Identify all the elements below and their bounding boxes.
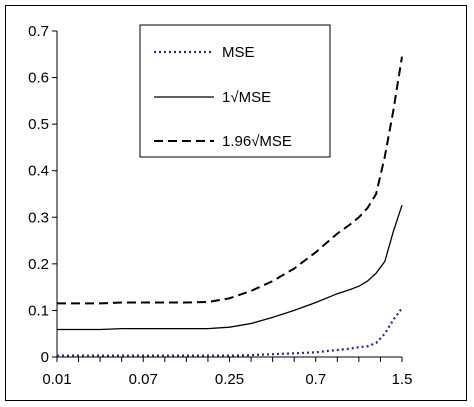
y-axis-ticks: 0 0.1 0.2 0.3 0.4 0.5 0.6 0.7	[28, 23, 57, 366]
series-line-2	[57, 204, 403, 331]
legend-label: 1√MSE	[222, 89, 271, 106]
legend-label: 1.96√MSE	[222, 133, 292, 150]
x-tick-label: 0.07	[129, 371, 158, 388]
legend-label: MSE	[222, 44, 255, 61]
series-line-1	[57, 307, 403, 357]
x-tick-label: 0.7	[305, 371, 326, 388]
y-tick-label: 0	[41, 349, 49, 366]
y-tick-label: 0.2	[28, 256, 49, 273]
y-tick-label: 0.1	[28, 302, 49, 319]
x-axis-ticks: 0.01 0.07 0.25 0.7 1.5	[42, 357, 412, 388]
y-tick-label: 0.3	[28, 209, 49, 226]
y-tick-label: 0.7	[28, 23, 49, 40]
series-line-3	[57, 56, 403, 305]
series-lines	[57, 56, 403, 357]
x-tick-label: 0.01	[42, 371, 71, 388]
x-tick-label: 0.25	[215, 371, 244, 388]
legend-box	[139, 24, 331, 158]
y-tick-label: 0.4	[28, 163, 49, 180]
x-tick-label: 1.5	[392, 371, 413, 388]
y-tick-label: 0.6	[28, 70, 49, 87]
y-tick-label: 0.5	[28, 116, 49, 133]
legend: MSE 1√MSE 1.96√MSE	[139, 24, 331, 158]
